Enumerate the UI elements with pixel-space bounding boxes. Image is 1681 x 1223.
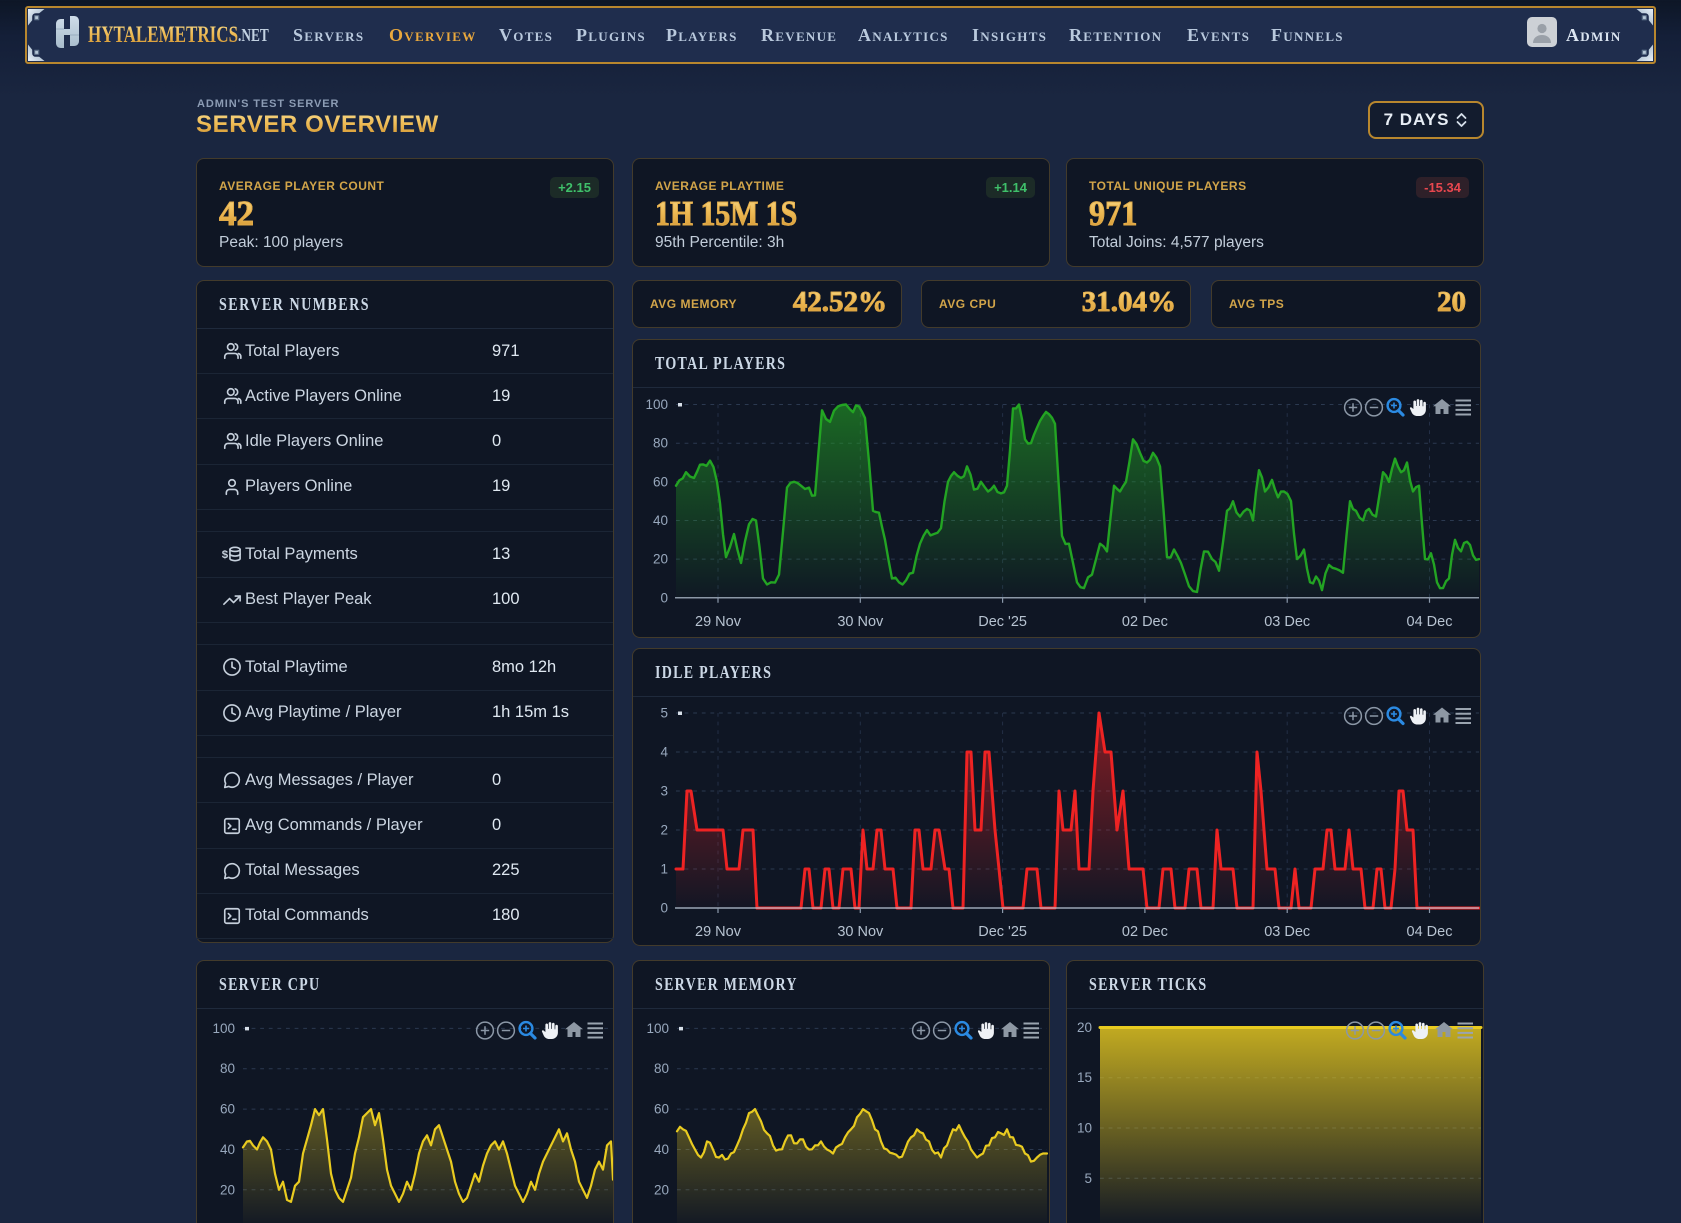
svg-text:100: 100 — [645, 397, 668, 412]
svg-text:02 Dec: 02 Dec — [1122, 614, 1168, 630]
svg-text:Dec '25: Dec '25 — [978, 924, 1027, 940]
svg-text:5: 5 — [660, 706, 668, 721]
svg-text:29 Nov: 29 Nov — [695, 924, 742, 940]
svg-text:03 Dec: 03 Dec — [1264, 614, 1310, 630]
svg-text:5: 5 — [1084, 1171, 1092, 1186]
svg-text:20: 20 — [220, 1182, 235, 1197]
svg-text:40: 40 — [654, 1142, 669, 1157]
svg-text:0: 0 — [660, 590, 668, 605]
svg-text:60: 60 — [654, 1102, 669, 1117]
svg-text:10: 10 — [1077, 1121, 1092, 1136]
svg-text:30 Nov: 30 Nov — [837, 924, 884, 940]
svg-text:100: 100 — [212, 1021, 235, 1036]
svg-text:40: 40 — [653, 513, 668, 528]
svg-text:04 Dec: 04 Dec — [1407, 924, 1453, 940]
svg-text:20: 20 — [1077, 1020, 1092, 1035]
svg-text:60: 60 — [220, 1102, 235, 1117]
svg-text:3: 3 — [660, 784, 668, 799]
svg-text:20: 20 — [653, 552, 668, 567]
svg-text:30 Nov: 30 Nov — [837, 614, 884, 630]
svg-text:04 Dec: 04 Dec — [1407, 614, 1453, 630]
svg-text:03 Dec: 03 Dec — [1264, 924, 1310, 940]
svg-text:100: 100 — [646, 1021, 669, 1036]
svg-text:80: 80 — [220, 1061, 235, 1076]
svg-text:40: 40 — [220, 1142, 235, 1157]
svg-text:4: 4 — [660, 745, 668, 760]
svg-text:2: 2 — [660, 823, 668, 838]
svg-text:80: 80 — [654, 1061, 669, 1076]
svg-text:0: 0 — [660, 901, 668, 916]
svg-text:20: 20 — [654, 1182, 669, 1197]
svg-text:29 Nov: 29 Nov — [695, 614, 742, 630]
svg-text:80: 80 — [653, 436, 668, 451]
svg-text:1: 1 — [660, 862, 668, 877]
svg-text:$: $ — [222, 550, 229, 562]
svg-text:02 Dec: 02 Dec — [1122, 924, 1168, 940]
svg-text:60: 60 — [653, 474, 668, 489]
svg-text:Dec '25: Dec '25 — [978, 614, 1027, 630]
svg-text:15: 15 — [1077, 1070, 1092, 1085]
